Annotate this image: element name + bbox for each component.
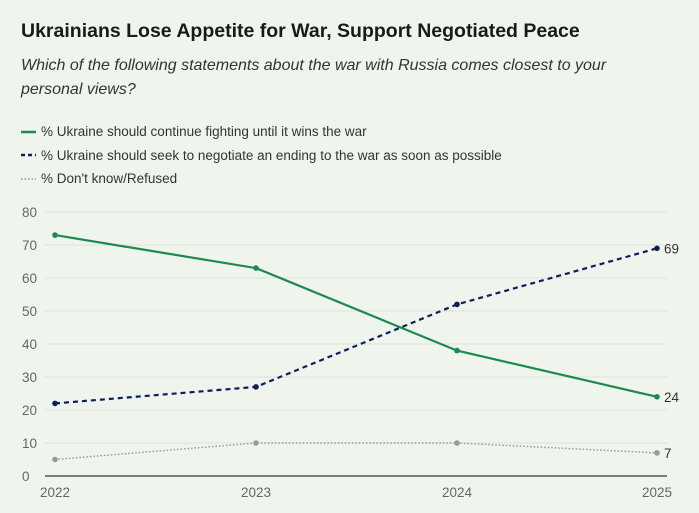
x-tick-label: 2022 bbox=[40, 485, 70, 500]
series-line bbox=[54, 234, 658, 398]
legend-swatch-solid bbox=[21, 130, 36, 133]
y-tick-label: 30 bbox=[22, 370, 37, 385]
data-point bbox=[52, 456, 58, 463]
chart-title: Ukrainians Lose Appetite for War, Suppor… bbox=[21, 20, 580, 42]
end-label: 24 bbox=[664, 390, 680, 405]
y-tick-label: 50 bbox=[22, 304, 37, 319]
series-line bbox=[54, 247, 658, 405]
data-point bbox=[454, 440, 460, 446]
data-point bbox=[52, 400, 58, 407]
series-line bbox=[54, 442, 658, 461]
y-tick-label: 10 bbox=[22, 436, 37, 451]
data-point bbox=[654, 450, 660, 456]
legend-item-dontknow: % Don't know/Refused bbox=[21, 167, 502, 191]
legend-label: % Don't know/Refused bbox=[41, 171, 178, 187]
data-point bbox=[454, 347, 460, 354]
y-tick-label: 60 bbox=[22, 271, 37, 286]
data-point bbox=[253, 384, 259, 390]
y-tick-label: 0 bbox=[22, 469, 30, 484]
legend-label: % Ukraine should continue fighting until… bbox=[41, 124, 367, 140]
data-point bbox=[253, 440, 259, 446]
legend: % Ukraine should continue fighting until… bbox=[21, 120, 502, 191]
x-tick-label: 2023 bbox=[241, 485, 271, 500]
legend-swatch-dotted bbox=[21, 178, 36, 180]
x-tick-label: 2025 bbox=[642, 485, 672, 500]
end-label: 69 bbox=[664, 241, 679, 256]
y-tick-label: 70 bbox=[22, 238, 37, 253]
end-label: 7 bbox=[664, 446, 672, 461]
legend-label: % Ukraine should seek to negotiate an en… bbox=[41, 147, 502, 163]
legend-swatch-dashed bbox=[21, 154, 36, 157]
data-point bbox=[654, 394, 660, 400]
data-point bbox=[253, 265, 259, 271]
legend-item-fight: % Ukraine should continue fighting until… bbox=[21, 120, 502, 144]
data-point bbox=[654, 245, 660, 252]
data-point bbox=[454, 301, 460, 308]
x-tick-label: 2024 bbox=[442, 485, 473, 500]
chart-subtitle: Which of the following statements about … bbox=[21, 57, 607, 98]
y-tick-label: 40 bbox=[22, 337, 37, 352]
legend-item-negotiate: % Ukraine should seek to negotiate an en… bbox=[21, 144, 502, 168]
y-tick-label: 20 bbox=[22, 403, 37, 418]
data-point bbox=[52, 232, 58, 238]
y-tick-label: 80 bbox=[22, 205, 37, 220]
